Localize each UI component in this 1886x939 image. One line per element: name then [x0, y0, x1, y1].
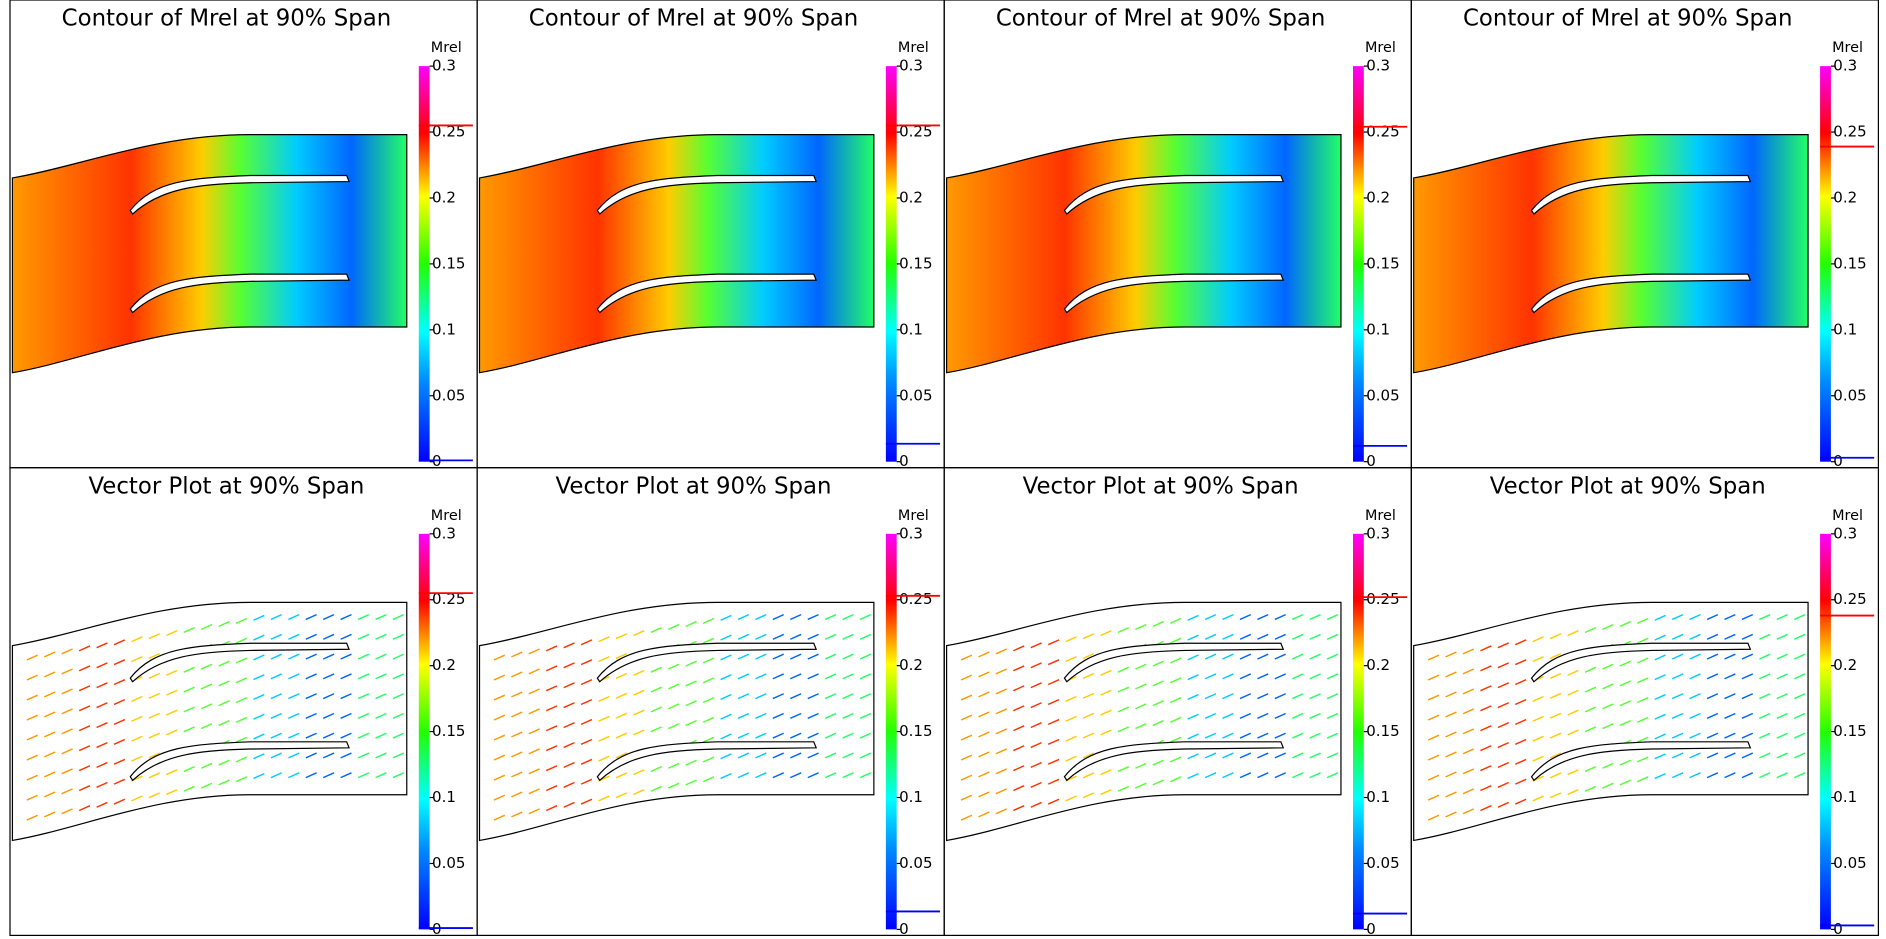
colorbar-tick-label: 0.05	[899, 854, 932, 872]
panel: Vector Plot at 90% Span Mrel 0 0.05 0.1 0.15 0…	[1411, 468, 1878, 938]
panel-title: Contour of Mrel at 90% Span	[62, 6, 392, 32]
colorbar-tick-label: 0.15	[1366, 722, 1399, 740]
colorbar-tick-label: 0.2	[1833, 188, 1857, 206]
colorbar-tick-label: 0.3	[899, 524, 923, 542]
panel: Vector Plot at 90% Span Mrel 0 0.05 0.1 0.15 0…	[944, 468, 1411, 938]
panel-title: Vector Plot at 90% Span	[1490, 473, 1766, 499]
colorbar-label: Mrel	[898, 508, 929, 524]
colorbar	[1353, 534, 1364, 930]
colorbar-tick-label: 0.15	[432, 722, 465, 740]
panel: Contour of Mrel at 90% SpanMrel00.050.10…	[1411, 0, 1878, 470]
colorbar-tick-label: 0.3	[432, 57, 456, 75]
flow-domain	[947, 135, 1341, 373]
colorbar-tick-label: 0.1	[1833, 320, 1857, 338]
colorbar-label: Mrel	[431, 40, 462, 56]
colorbar	[1820, 66, 1831, 462]
colorbar-tick-label: 0	[899, 920, 909, 938]
colorbar-tick-label: 0.1	[899, 320, 923, 338]
colorbar-tick-label: 0.2	[432, 656, 456, 674]
colorbar-tick-label: 0.1	[432, 788, 456, 806]
colorbar-tick-label: 0.05	[432, 854, 465, 872]
colorbar-tick-label: 0.3	[1833, 57, 1857, 75]
colorbar-tick-label: 0.25	[1366, 590, 1399, 608]
flow-domain	[1414, 135, 1808, 373]
colorbar-tick-label: 0.05	[1833, 854, 1866, 872]
panel-title: Contour of Mrel at 90% Span	[1463, 6, 1793, 32]
colorbar-tick-label: 0.2	[899, 656, 923, 674]
panel: Contour of Mrel at 90% SpanMrel00.050.10…	[10, 0, 477, 470]
panel: Contour of Mrel at 90% SpanMrel00.050.10…	[477, 0, 944, 470]
colorbar	[886, 534, 897, 930]
flow-domain	[480, 602, 874, 840]
colorbar-tick-label: 0.15	[1833, 722, 1866, 740]
colorbar-tick-label: 0.1	[1366, 788, 1390, 806]
colorbar-tick-label: 0.25	[899, 590, 932, 608]
panel-title: Vector Plot at 90% Span	[1023, 473, 1299, 499]
colorbar-tick-label: 0.2	[432, 188, 456, 206]
colorbar-tick-label: 0.15	[432, 254, 465, 272]
colorbar-tick-label: 0	[1833, 920, 1843, 938]
flow-domain	[12, 602, 406, 840]
colorbar-tick-label: 0	[1366, 920, 1376, 938]
colorbar-tick-label: 0.2	[1366, 656, 1390, 674]
colorbar-label: Mrel	[1832, 508, 1863, 524]
colorbar-tick-label: 0.3	[432, 524, 456, 542]
colorbar-tick-label: 0.2	[899, 188, 923, 206]
colorbar	[1353, 66, 1364, 462]
colorbar-label: Mrel	[1365, 40, 1396, 56]
flow-domain	[480, 135, 874, 373]
colorbar	[1820, 534, 1831, 930]
colorbar-tick-label: 0.05	[899, 386, 932, 404]
colorbar-tick-label: 0.15	[1833, 254, 1866, 272]
panel-title: Contour of Mrel at 90% Span	[529, 6, 859, 32]
flow-domain	[1414, 602, 1808, 840]
panel: Contour of Mrel at 90% SpanMrel00.050.10…	[944, 0, 1411, 470]
panel-title: Vector Plot at 90% Span	[88, 473, 364, 499]
colorbar-tick-label: 0.05	[432, 386, 465, 404]
colorbar-tick-label: 0.3	[899, 57, 923, 75]
colorbar-tick-label: 0.3	[1366, 524, 1390, 542]
figure: Contour of Mrel at 90% Span Mrel 0 0.05 0.1 0…	[0, 0, 1886, 939]
colorbar-tick-label: 0.1	[1366, 320, 1390, 338]
colorbar-tick-label: 0.25	[1833, 123, 1866, 141]
page: {"panels": [ {"title": "Contour of Mrel …	[0, 0, 1886, 939]
panel: Vector Plot at 90% Span Mrel 0 0.05 0.1 0.15 0…	[477, 468, 944, 938]
colorbar-tick-label: 0.2	[1366, 188, 1390, 206]
colorbar-label: Mrel	[1832, 40, 1863, 56]
colorbar-tick-label: 0.1	[899, 788, 923, 806]
flow-domain	[12, 135, 406, 373]
colorbar-tick-label: 0.2	[1833, 656, 1857, 674]
colorbar-tick-label: 0.25	[1833, 590, 1866, 608]
colorbar-tick-label: 0.3	[1833, 524, 1857, 542]
colorbar-tick-label: 0.25	[1366, 123, 1399, 141]
panel-title: Contour of Mrel at 90% Span	[996, 6, 1326, 32]
colorbar-tick-label: 0.15	[1366, 254, 1399, 272]
panel: Vector Plot at 90% SpanMrel00.050.10.150…	[10, 468, 477, 938]
colorbar-tick-label: 0.05	[1833, 386, 1866, 404]
panel-title: Vector Plot at 90% Span	[556, 473, 832, 499]
colorbar-tick-label: 0.15	[899, 254, 932, 272]
flow-domain	[947, 602, 1341, 840]
colorbar-tick-label: 0.1	[432, 320, 456, 338]
colorbar-tick-label: 0.3	[1366, 57, 1390, 75]
colorbar-label: Mrel	[1365, 508, 1396, 524]
colorbar-label: Mrel	[431, 508, 462, 524]
colorbar-label: Mrel	[898, 40, 929, 56]
colorbar-tick-label: 0.05	[1366, 386, 1399, 404]
colorbar-tick-label: 0.15	[899, 722, 932, 740]
colorbar-tick-label: 0.1	[1833, 788, 1857, 806]
colorbar-tick-label: 0.05	[1366, 854, 1399, 872]
